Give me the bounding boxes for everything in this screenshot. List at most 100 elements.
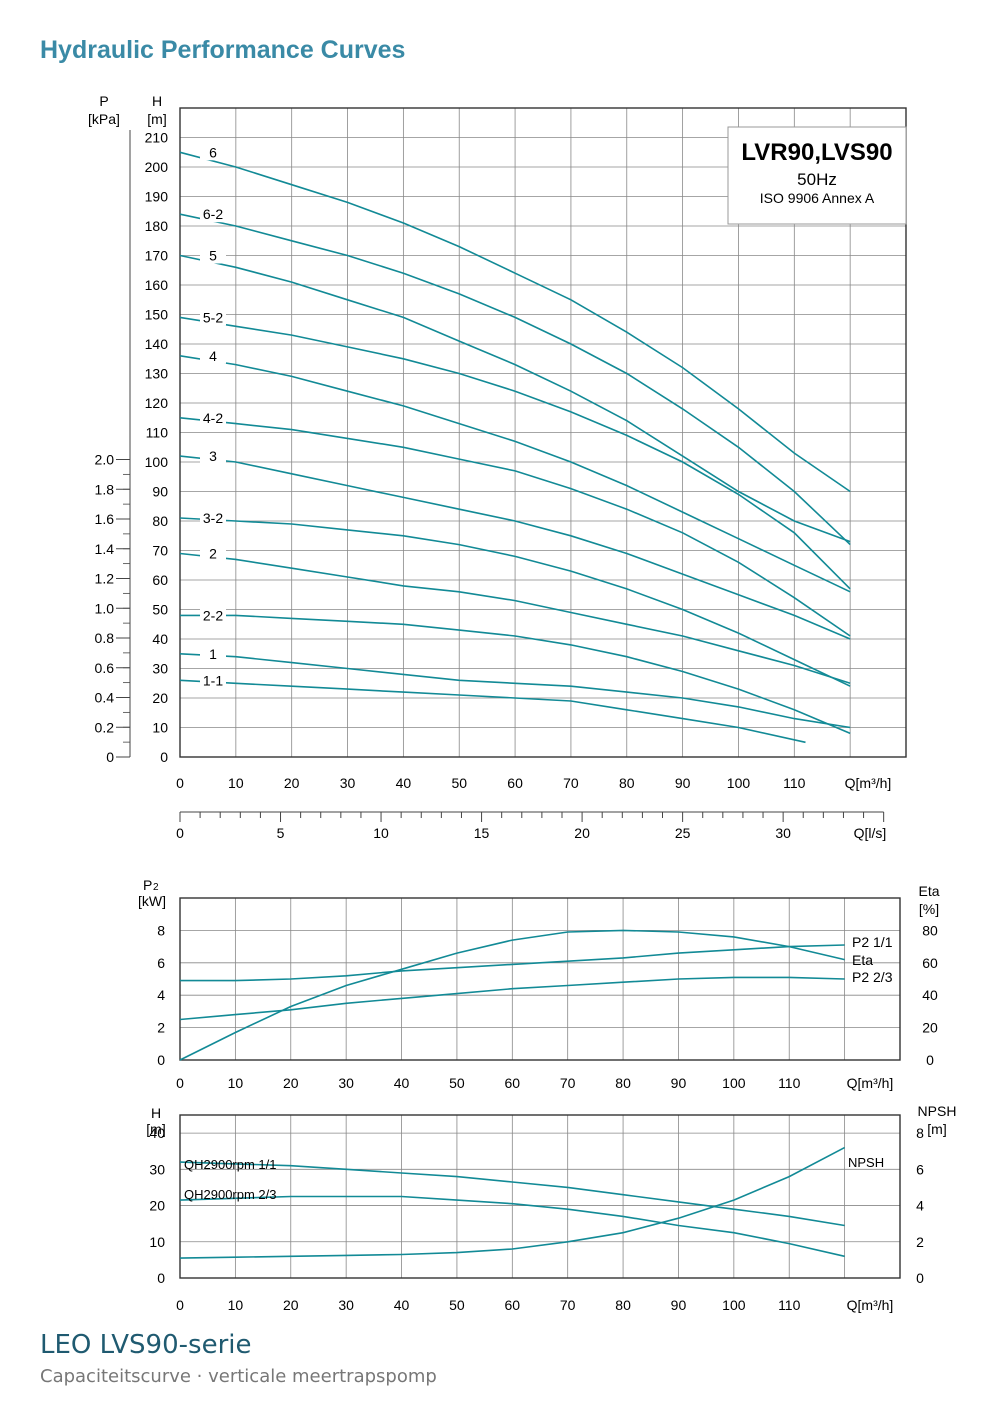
x2-tick-label: 10 [373,825,389,841]
y2-tick-label: 0.4 [95,690,115,706]
x-tick-label: 100 [722,1075,746,1091]
y-tick-label: 90 [152,484,168,500]
x-tick-label: 40 [396,775,412,791]
x-tick-label: 110 [778,1297,801,1313]
curve-3 [179,455,851,640]
y-tick-label: 8 [157,922,165,938]
x-tick-label: 10 [228,1075,244,1091]
x-tick-label: 70 [560,1297,576,1313]
x-tick-label: 90 [671,1297,687,1313]
y2-tick-label: 1.4 [95,541,115,557]
x-tick-label: 60 [505,1075,521,1091]
y2-tick-label: 0 [916,1270,924,1286]
curve-label-bg [200,672,226,689]
y-tick-label: 40 [152,631,168,647]
frequency-label: 50Hz [797,170,837,189]
y2-tick-label: 0 [106,749,114,765]
x-tick-label: 20 [284,775,300,791]
x2-tick-label: 25 [675,825,691,841]
y2-tick-label: 2 [916,1234,924,1250]
y-axis-label: P [143,877,152,893]
curve-QH2900rpm-1-1 [179,1161,845,1227]
x-tick-label: 30 [340,775,356,791]
curve-5-2 [179,316,851,590]
x-tick-label: 0 [176,775,184,791]
y-tick-label: 40 [149,1125,165,1141]
y-tick-label: 0 [160,749,168,765]
standard-label: ISO 9906 Annex A [760,190,875,206]
curve-label-bg [200,448,226,465]
plot-frame [179,1114,901,1279]
y-tick-label: 30 [149,1161,165,1177]
x-tick-label: 50 [451,775,467,791]
y-tick-label: 170 [145,248,169,264]
x-tick-label: 0 [176,1297,184,1313]
x-tick-label: 70 [560,1075,576,1091]
x-tick-label: 90 [675,775,691,791]
page-title: Hydraulic Performance Curves [40,36,406,64]
y2-tick-label: 0 [926,1052,934,1068]
curve-label-bg [200,206,226,223]
curve-label: 2-2 [203,607,223,623]
x-tick-label: 30 [338,1075,354,1091]
curve-label-bg [200,510,226,527]
x-axis-label: Q[m³/h] [847,1297,894,1313]
curve-1 [179,653,851,729]
x2-tick-label: 20 [574,825,590,841]
y-tick-label: 160 [145,277,169,293]
footer-title: LEO LVS90-serie [40,1330,252,1360]
y2-tick-label: 2.0 [95,452,115,468]
x-tick-label: 50 [449,1075,465,1091]
y2-axis-unit: [m] [927,1121,946,1137]
y-tick-label: 180 [145,218,169,234]
y-tick-label: 130 [145,366,169,382]
x-tick-label: 100 [727,775,751,791]
x-tick-label: 70 [563,775,579,791]
x2-tick-label: 30 [775,825,791,841]
x-tick-label: 50 [449,1297,465,1313]
y-axis-label-sub: 2 [153,882,159,893]
y2-tick-label: 1.8 [95,481,115,497]
y-tick-label: 140 [145,336,169,352]
y2-tick-label: 4 [916,1198,924,1214]
series-label: QH2900rpm 2/3 [184,1187,277,1202]
x-tick-label: 80 [615,1297,631,1313]
curve-label: 2 [209,545,217,561]
y-tick-label: 60 [152,572,168,588]
model-label: LVR90,LVS90 [741,139,892,166]
curve-6 [179,151,851,493]
x-axis-label: Q[m³/h] [847,1075,894,1091]
curve-label: 4-2 [203,410,223,426]
y2-axis-label: NPSH [918,1103,957,1119]
curve-label-bg [200,347,226,364]
y-axis-unit: [kW] [138,893,166,909]
x-tick-label: 110 [783,775,806,791]
x-tick-label: 0 [176,1075,184,1091]
y-tick-label: 0 [157,1052,165,1068]
y-tick-label: 50 [152,602,168,618]
x-axis-label: Q[m³/h] [845,775,892,791]
plot-frame [179,107,907,758]
curve-4 [179,355,851,593]
y2-tick-label: 20 [922,1020,938,1036]
y-tick-label: 150 [145,307,169,323]
x2-tick-label: 0 [176,825,184,841]
curve-label-bg [200,645,226,662]
curve-label-bg [200,409,226,426]
curve-label: 5 [209,248,217,264]
curve-2 [179,552,851,685]
curve-label-bg [200,309,226,326]
x-tick-label: 60 [505,1297,521,1313]
y-tick-label: 10 [152,720,168,736]
curve-P2-1-1 [180,944,845,982]
y-tick-label: 80 [152,513,168,529]
y-tick-label: 210 [145,130,169,146]
y-tick-label: 30 [152,661,168,677]
y-axis-unit: [m] [146,1121,165,1137]
plot-frame [179,897,901,1061]
curve-2-2 [180,614,851,735]
series-label: P2 2/3 [852,969,893,985]
curve-label: 3 [209,448,217,464]
x2-tick-label: 5 [277,825,285,841]
